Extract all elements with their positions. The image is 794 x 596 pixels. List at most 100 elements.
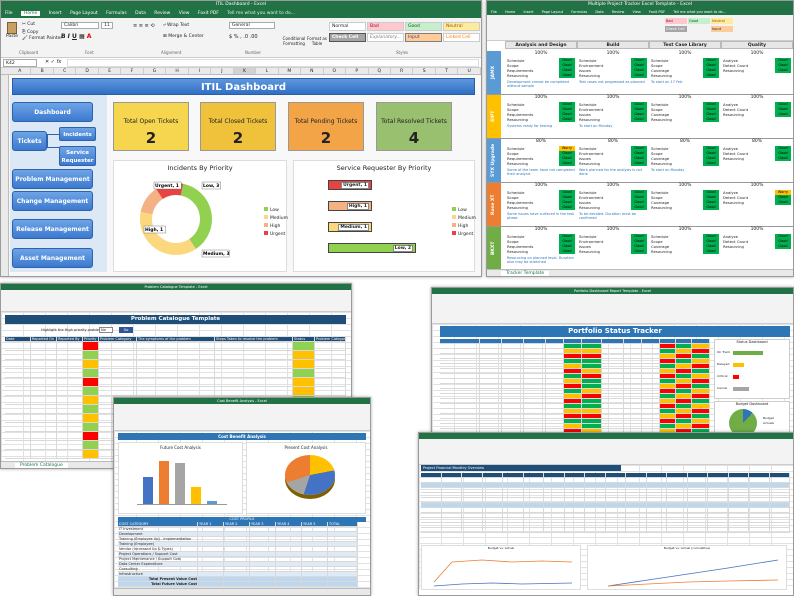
highlight-select[interactable]: No <box>99 327 113 333</box>
column-header-b[interactable]: B <box>31 68 54 74</box>
problem-cell <box>57 414 83 423</box>
column-header-l[interactable]: L <box>256 68 279 74</box>
column-header-u[interactable]: U <box>458 68 481 74</box>
tab-review[interactable]: Review <box>154 11 171 16</box>
style-check-cell[interactable]: Check Cell <box>329 33 366 42</box>
portfolio-cell <box>660 369 676 374</box>
card-closed-value: 2 <box>232 129 244 147</box>
font-size-select[interactable]: 11 <box>101 22 113 29</box>
column-header-m[interactable]: M <box>279 68 302 74</box>
cost-cell <box>276 542 302 547</box>
tab-view[interactable]: View <box>178 11 190 16</box>
p-style-neutral[interactable]: Neutral <box>711 18 733 24</box>
tracker-template-tab[interactable]: Tracker Template <box>501 271 550 276</box>
copy-button[interactable]: ⎘ Copy <box>22 30 39 35</box>
column-header-e[interactable]: E <box>99 68 122 74</box>
nav-problem-management-button[interactable]: Problem Management <box>12 169 93 189</box>
format-painter-button[interactable]: 🖌 Format Painter <box>22 36 63 41</box>
column-header-r[interactable]: R <box>391 68 414 74</box>
number-format-select[interactable]: General <box>229 22 275 29</box>
nav-dashboard-button[interactable]: Dashboard <box>12 102 93 122</box>
portfolio-row <box>440 389 710 394</box>
cut-button[interactable]: ✂ Cut <box>22 22 35 27</box>
ptab-file[interactable]: File <box>491 10 497 14</box>
nav-release-management-button[interactable]: Release Management <box>12 219 93 239</box>
column-header-q[interactable]: Q <box>369 68 391 74</box>
tell-me-box[interactable]: Tell me what you want to do... <box>227 11 295 16</box>
column-header-n[interactable]: N <box>301 68 324 74</box>
tab-home[interactable]: Home <box>20 11 41 16</box>
ptab-formulas[interactable]: Formulas <box>571 10 588 14</box>
column-header-h[interactable]: H <box>166 68 189 74</box>
style-bad[interactable]: Bad <box>367 22 404 31</box>
monthly-cell <box>462 513 483 518</box>
column-header-d[interactable]: D <box>76 68 99 74</box>
column-header-c[interactable]: C <box>54 68 77 74</box>
p-style-input[interactable]: Input <box>711 26 733 32</box>
ptab-review[interactable]: Review <box>611 10 625 14</box>
paste-button[interactable]: Paste <box>5 22 19 44</box>
number-format-buttons[interactable]: $ % , .0 .00 <box>229 34 258 40</box>
monthly-cell <box>749 483 770 488</box>
project-pct-0-2: 100% <box>678 51 692 56</box>
tab-data[interactable]: Data <box>135 11 146 16</box>
nav-tickets-button[interactable]: Tickets <box>12 131 47 151</box>
merge-center-button[interactable]: ⊞ Merge & Center <box>163 34 204 39</box>
font-name-select[interactable]: Calibri <box>61 22 99 29</box>
ptab-foxit[interactable]: Foxit PDF <box>648 10 666 14</box>
task-4-2-1: Scope <box>651 239 663 244</box>
column-header-s[interactable]: S <box>413 68 436 74</box>
p-style-good[interactable]: Good <box>688 18 710 24</box>
column-header-t[interactable]: T <box>436 68 459 74</box>
task-status-0-0-3: Good <box>559 73 575 78</box>
monthly-cell <box>421 488 442 493</box>
cost-cell: Project Maintenance / Support Cost <box>118 557 198 562</box>
style-input[interactable]: Input <box>405 33 442 42</box>
column-header-o[interactable]: O <box>324 68 347 74</box>
wrap-text-button[interactable]: ⤶ Wrap Text <box>163 23 190 28</box>
conditional-formatting-button[interactable]: Conditional Formatting <box>282 36 306 46</box>
p-style-check[interactable]: Check Cell <box>665 26 687 32</box>
nav-service-requester-button[interactable]: Service Requester <box>59 146 96 166</box>
style-normal[interactable]: Normal <box>329 22 366 31</box>
nav-incidents-button[interactable]: Incidents <box>59 127 96 141</box>
font-format-buttons[interactable]: B I U ▦ A <box>61 33 92 40</box>
tab-file[interactable]: File <box>5 11 13 16</box>
ptab-page-layout[interactable]: Page Layout <box>541 10 564 14</box>
format-as-table-button[interactable]: Format as Table <box>307 36 327 46</box>
column-header-f[interactable]: F <box>121 68 144 74</box>
nav-asset-management-button[interactable]: Asset Management <box>12 248 93 268</box>
ptab-home[interactable]: Home <box>504 10 516 14</box>
style-good[interactable]: Good <box>405 22 442 31</box>
formula-input[interactable] <box>67 59 479 67</box>
column-header-a[interactable]: A <box>9 68 32 74</box>
column-header-k[interactable]: K <box>233 68 257 74</box>
portfolio-cell <box>440 364 480 369</box>
problem-catalogue-tab[interactable]: Problem Catalogue <box>15 463 68 468</box>
ptab-data[interactable]: Data <box>595 10 604 14</box>
nav-change-management-button[interactable]: Change Management <box>12 191 93 211</box>
style-explanatory[interactable]: Explanatory... <box>367 33 404 42</box>
column-header-j[interactable]: J <box>211 68 234 74</box>
column-header-p[interactable]: P <box>346 68 369 74</box>
style-linked-cell[interactable]: Linked Cell <box>443 33 480 42</box>
tab-insert[interactable]: Insert <box>48 11 62 16</box>
tab-foxit[interactable]: Foxit PDF <box>197 11 219 16</box>
column-header-i[interactable]: I <box>189 68 212 74</box>
go-button[interactable]: Go <box>119 327 133 333</box>
style-neutral[interactable]: Neutral <box>443 22 480 31</box>
donut-label-3: Medium, 3 <box>201 249 230 258</box>
monthly-cell <box>482 478 503 483</box>
tab-formulas[interactable]: Formulas <box>106 11 127 16</box>
tab-page-layout[interactable]: Page Layout <box>70 11 98 16</box>
ptell-me[interactable]: Tell me what you want to do... <box>673 10 726 14</box>
portfolio-cell <box>660 409 676 414</box>
p-style-bad[interactable]: Bad <box>665 18 687 24</box>
ptab-insert[interactable]: Insert <box>523 10 534 14</box>
align-buttons[interactable]: ≡ ≡ ≡ ⟲ <box>133 23 155 29</box>
ptab-view[interactable]: View <box>632 10 641 14</box>
font-group-label: Font <box>85 50 94 55</box>
column-header-g[interactable]: G <box>144 68 167 74</box>
name-box[interactable]: K42 <box>3 59 37 67</box>
monthly-row <box>421 478 791 483</box>
